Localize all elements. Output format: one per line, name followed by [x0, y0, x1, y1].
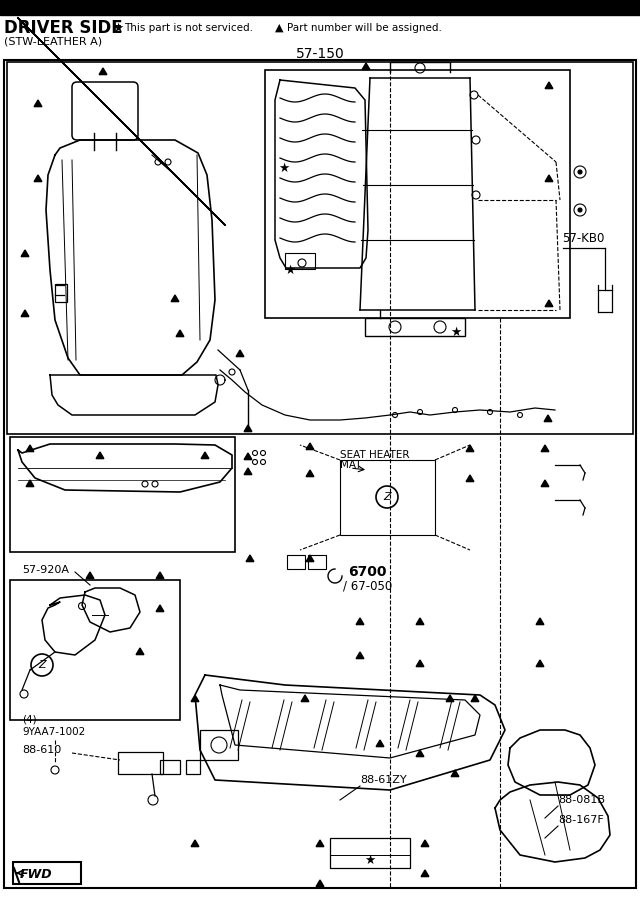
- Text: 9YAA7-1002: 9YAA7-1002: [22, 727, 85, 737]
- Polygon shape: [306, 470, 314, 477]
- Bar: [160, 760, 180, 774]
- Polygon shape: [416, 618, 424, 625]
- Polygon shape: [171, 295, 179, 302]
- Polygon shape: [96, 452, 104, 459]
- Text: 57-KB0: 57-KB0: [562, 231, 604, 245]
- Bar: [330, 855, 410, 868]
- Polygon shape: [244, 453, 252, 460]
- Text: SEAT HEATER: SEAT HEATER: [340, 450, 410, 460]
- Polygon shape: [416, 660, 424, 667]
- Polygon shape: [466, 445, 474, 452]
- Polygon shape: [246, 555, 254, 562]
- Polygon shape: [471, 695, 479, 702]
- Text: ★: ★: [451, 326, 461, 338]
- Text: 88-167F: 88-167F: [558, 815, 604, 825]
- Text: (STW-LEATHER A): (STW-LEATHER A): [4, 37, 102, 47]
- Polygon shape: [545, 300, 553, 307]
- Bar: [287, 555, 305, 569]
- Polygon shape: [536, 618, 544, 625]
- Text: / 67-050: / 67-050: [343, 580, 392, 592]
- Polygon shape: [356, 652, 364, 659]
- Text: 88-61ZY: 88-61ZY: [360, 775, 406, 785]
- Text: ★: ★: [278, 161, 290, 175]
- Polygon shape: [316, 880, 324, 886]
- Polygon shape: [446, 695, 454, 702]
- Polygon shape: [545, 82, 553, 88]
- Circle shape: [578, 208, 582, 212]
- Circle shape: [578, 170, 582, 174]
- Bar: [55, 284, 67, 302]
- Bar: [13, 862, 81, 884]
- Polygon shape: [156, 572, 164, 579]
- Bar: [265, 70, 570, 318]
- Polygon shape: [421, 870, 429, 877]
- Bar: [330, 838, 410, 868]
- Polygon shape: [191, 695, 199, 702]
- Polygon shape: [201, 452, 209, 459]
- Bar: [0, 0, 640, 15]
- Polygon shape: [466, 475, 474, 482]
- Polygon shape: [451, 770, 459, 777]
- Text: Z: Z: [38, 660, 46, 670]
- Text: ★: ★: [364, 853, 376, 867]
- Polygon shape: [356, 618, 364, 625]
- Polygon shape: [301, 695, 309, 702]
- Polygon shape: [416, 750, 424, 757]
- Polygon shape: [306, 555, 314, 562]
- Text: MAT: MAT: [340, 460, 362, 470]
- Polygon shape: [421, 840, 429, 847]
- Polygon shape: [34, 175, 42, 182]
- Text: 88-081B: 88-081B: [558, 795, 605, 805]
- Text: 88-610: 88-610: [22, 745, 61, 755]
- Bar: [10, 437, 235, 552]
- Text: ★: ★: [284, 264, 296, 276]
- Bar: [200, 730, 238, 760]
- Polygon shape: [236, 350, 244, 356]
- Text: ▲: ▲: [275, 23, 284, 33]
- Polygon shape: [362, 63, 370, 69]
- Polygon shape: [156, 605, 164, 612]
- Polygon shape: [99, 68, 107, 75]
- Polygon shape: [191, 840, 199, 847]
- Polygon shape: [541, 445, 549, 452]
- Polygon shape: [544, 415, 552, 421]
- Polygon shape: [21, 250, 29, 256]
- Polygon shape: [86, 572, 94, 579]
- Polygon shape: [244, 468, 252, 474]
- Bar: [285, 253, 315, 269]
- Bar: [118, 752, 163, 774]
- Text: 6700: 6700: [348, 565, 387, 579]
- Polygon shape: [306, 443, 314, 450]
- Bar: [7, 62, 633, 434]
- Polygon shape: [176, 330, 184, 337]
- Polygon shape: [536, 660, 544, 667]
- Text: ★: ★: [112, 22, 124, 34]
- Polygon shape: [26, 480, 34, 487]
- Text: 57-920A: 57-920A: [22, 565, 69, 575]
- Text: (4): (4): [22, 715, 36, 725]
- Bar: [10, 580, 180, 720]
- Text: Part number will be assigned.: Part number will be assigned.: [287, 23, 442, 33]
- Polygon shape: [316, 840, 324, 847]
- Polygon shape: [26, 445, 34, 452]
- Polygon shape: [545, 175, 553, 182]
- Bar: [186, 760, 200, 774]
- Polygon shape: [376, 740, 384, 747]
- Text: FWD: FWD: [20, 868, 52, 881]
- Text: This part is not serviced.: This part is not serviced.: [124, 23, 253, 33]
- Polygon shape: [541, 480, 549, 487]
- Text: Z: Z: [383, 492, 391, 502]
- Text: DRIVER SIDE: DRIVER SIDE: [4, 19, 123, 37]
- Bar: [340, 460, 435, 535]
- Bar: [365, 318, 465, 336]
- Polygon shape: [34, 100, 42, 106]
- Polygon shape: [244, 425, 252, 432]
- Polygon shape: [136, 648, 144, 654]
- Polygon shape: [21, 310, 29, 317]
- Bar: [308, 555, 326, 569]
- Text: 57-150: 57-150: [296, 47, 344, 61]
